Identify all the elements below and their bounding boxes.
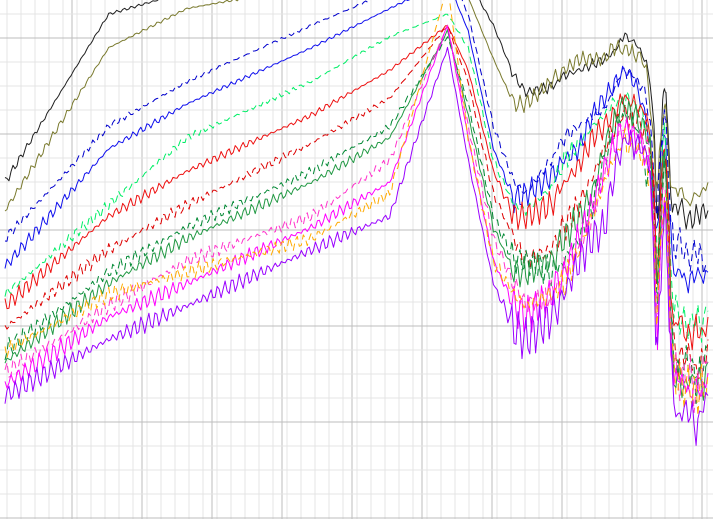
series-line xyxy=(4,0,709,416)
series-line xyxy=(4,46,709,446)
series-line xyxy=(4,0,709,294)
series-line xyxy=(4,0,709,212)
series-line xyxy=(4,0,709,230)
series-line xyxy=(4,26,709,399)
series-line xyxy=(4,13,709,343)
series-line xyxy=(4,25,709,379)
series-group xyxy=(4,0,709,446)
series-line xyxy=(4,25,709,351)
